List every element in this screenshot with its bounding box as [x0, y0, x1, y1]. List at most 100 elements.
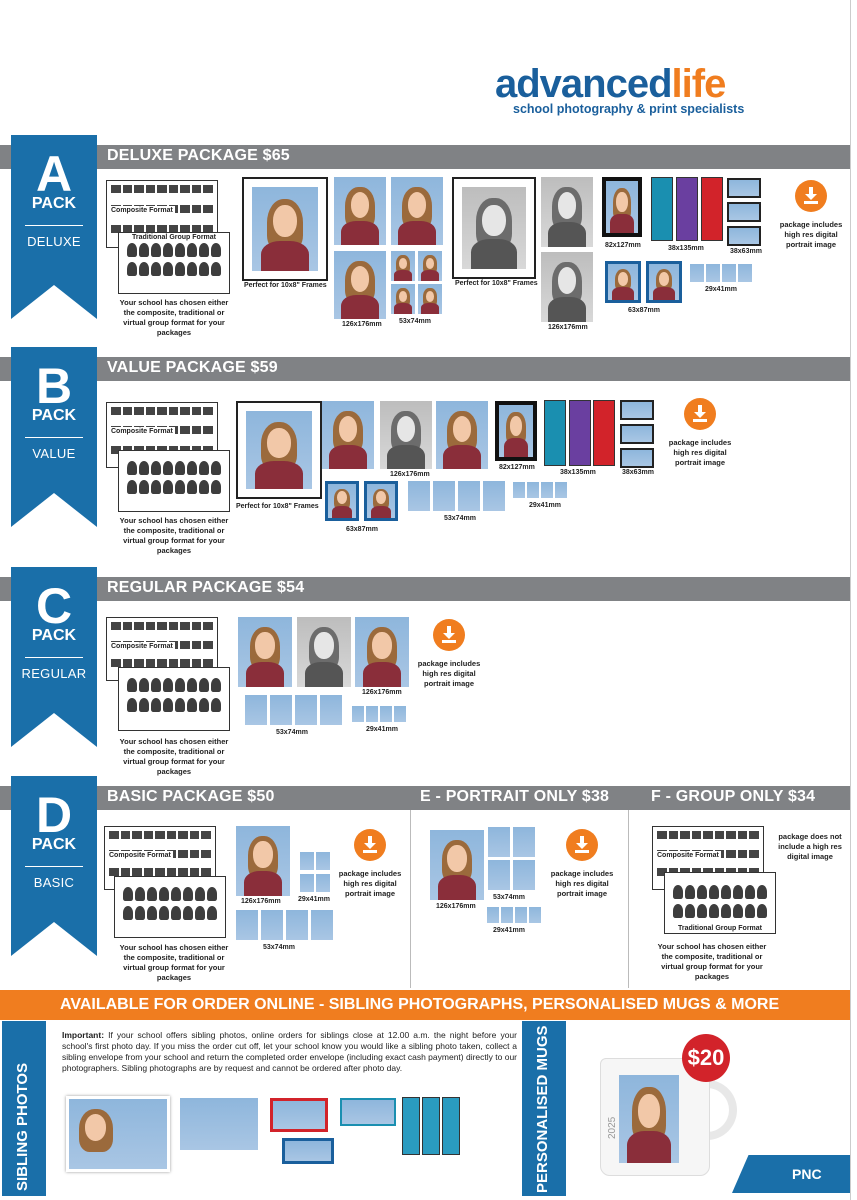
- digital-note: package includes high res digital portra…: [668, 438, 732, 467]
- group-format-note: Your school has chosen either the compos…: [119, 298, 229, 337]
- size-label: 38x63mm: [622, 469, 654, 476]
- ribbon-b: B PACK VALUE: [11, 347, 97, 527]
- download-icon: [566, 829, 598, 861]
- size-label: 82x127mm: [499, 464, 535, 471]
- group-format-note: Your school has chosen either the compos…: [657, 942, 767, 981]
- group-format-card: [118, 450, 230, 512]
- group-format-card: [118, 667, 230, 731]
- frame-caption: Perfect for 10x8" Frames: [244, 282, 327, 289]
- brand-logo: advancedlife school photography & print …: [495, 64, 815, 124]
- logo-tagline: school photography & print specialists: [513, 102, 745, 116]
- size-label: 53x74mm: [399, 318, 431, 325]
- ribbon-b-letter: B: [35, 358, 73, 414]
- ribbon-a-letter: A: [35, 146, 73, 202]
- digital-note: package includes high res digital portra…: [338, 869, 402, 898]
- ribbon-d: D PACK BASIC: [11, 776, 97, 956]
- size-label: 29x41mm: [705, 286, 737, 293]
- important-text: If your school offers sibling photos, on…: [62, 1030, 517, 1073]
- size-label: 126x176mm: [436, 903, 476, 910]
- ribbon-a: A PACK DELUXE: [11, 135, 97, 319]
- mug-handle: [705, 1080, 737, 1140]
- download-icon: [795, 180, 827, 212]
- group-format-note: Your school has chosen either the compos…: [119, 516, 229, 555]
- online-banner-text: AVAILABLE FOR ORDER ONLINE - SIBLING PHO…: [60, 996, 780, 1013]
- size-label: 38x135mm: [560, 469, 596, 476]
- group-format-label: Traditional Group Format: [131, 234, 216, 241]
- sibling-photos-label: SIBLING PHOTOS: [14, 1062, 31, 1191]
- size-label: 63x87mm: [628, 307, 660, 314]
- download-icon: [354, 829, 386, 861]
- download-icon: [684, 398, 716, 430]
- download-icon: [433, 619, 465, 651]
- size-label: 29x41mm: [366, 726, 398, 733]
- ribbon-a-sub: DELUXE: [27, 234, 81, 249]
- section-e-title: E - PORTRAIT ONLY $38: [420, 788, 610, 805]
- frame-portrait: [236, 401, 322, 499]
- ribbon-b-pack: PACK: [31, 407, 77, 424]
- frame-caption: Perfect for 10x8" Frames: [236, 503, 319, 510]
- frame-caption: Perfect for 10x8" Frames: [455, 280, 538, 287]
- group-format-card: Traditional Group Format: [118, 232, 230, 294]
- digital-note: package includes high res digital portra…: [779, 220, 843, 249]
- ribbon-c-sub: REGULAR: [21, 666, 87, 681]
- size-label: 126x176mm: [548, 324, 588, 331]
- section-a-header: DELUXE PACKAGE $65: [0, 145, 850, 169]
- size-label: 53x74mm: [263, 944, 295, 951]
- section-c-title: REGULAR PACKAGE $54: [107, 579, 305, 596]
- size-label: 53x74mm: [493, 894, 525, 901]
- ribbon-d-pack: PACK: [31, 836, 77, 853]
- important-label: Important:: [62, 1030, 105, 1040]
- digital-note: package does not include a high res digi…: [778, 832, 842, 861]
- sibling-photos-bar: SIBLING PHOTOS: [2, 1021, 46, 1196]
- group-format-card: [114, 876, 226, 938]
- logo-word-life: life: [671, 62, 727, 106]
- digital-note: package includes high res digital portra…: [550, 869, 614, 898]
- composite-format-label: Composite Format: [655, 850, 721, 860]
- section-b-title: VALUE PACKAGE $59: [107, 359, 278, 376]
- section-f-title: F - GROUP ONLY $34: [651, 788, 816, 805]
- size-label: 29x41mm: [529, 502, 561, 509]
- logo-word-advanced: advanced: [495, 62, 673, 106]
- ribbon-c-pack: PACK: [31, 627, 77, 644]
- composite-format-label: Composite Format: [109, 641, 175, 651]
- section-c-header: REGULAR PACKAGE $54: [0, 577, 850, 601]
- size-label: 53x74mm: [444, 515, 476, 522]
- frame-portrait: [242, 177, 328, 281]
- section-d-header: BASIC PACKAGE $50 E - PORTRAIT ONLY $38 …: [0, 786, 850, 810]
- ribbon-a-pack: PACK: [31, 195, 77, 212]
- composite-format-label: Composite Format: [109, 427, 175, 437]
- size-label: 38x63mm: [730, 248, 762, 255]
- important-notice: Important: If your school offers sibling…: [62, 1030, 517, 1074]
- section-d-title: BASIC PACKAGE $50: [107, 788, 275, 805]
- frame-portrait-gray: [452, 177, 536, 279]
- ribbon-d-letter: D: [35, 787, 73, 843]
- online-banner: AVAILABLE FOR ORDER ONLINE - SIBLING PHO…: [0, 990, 850, 1020]
- size-label: 126x176mm: [342, 321, 382, 328]
- size-label: 63x87mm: [346, 526, 378, 533]
- size-label: 53x74mm: [276, 729, 308, 736]
- personalised-mugs-bar: PERSONALISED MUGS: [522, 1021, 566, 1196]
- group-format-note: Your school has chosen either the compos…: [119, 737, 229, 776]
- size-label: 38x135mm: [668, 245, 704, 252]
- section-b-header: VALUE PACKAGE $59: [0, 357, 850, 381]
- size-label: 82x127mm: [605, 242, 641, 249]
- size-label: 126x176mm: [362, 689, 402, 696]
- size-label: 126x176mm: [390, 471, 430, 478]
- mug-year: 2025: [607, 1116, 618, 1139]
- ribbon-c: C PACK REGULAR: [11, 567, 97, 747]
- size-label: 29x41mm: [298, 896, 330, 903]
- footer-code: PNC: [792, 1166, 822, 1182]
- page-edge: [850, 0, 851, 1200]
- group-format-note: Your school has chosen either the compos…: [119, 943, 229, 982]
- mug-price-badge: $20: [682, 1034, 730, 1082]
- size-label: 29x41mm: [493, 927, 525, 934]
- ribbon-b-sub: VALUE: [32, 446, 76, 461]
- digital-note: package includes high res digital portra…: [417, 659, 481, 688]
- composite-format-label: Composite Format: [107, 850, 173, 860]
- ribbon-c-letter: C: [35, 578, 73, 634]
- personalised-mugs-label: PERSONALISED MUGS: [534, 1025, 551, 1193]
- composite-format-label: Composite Format: [109, 206, 175, 216]
- group-format-label: Traditional Group Format: [677, 925, 762, 932]
- ribbon-d-sub: BASIC: [33, 875, 75, 890]
